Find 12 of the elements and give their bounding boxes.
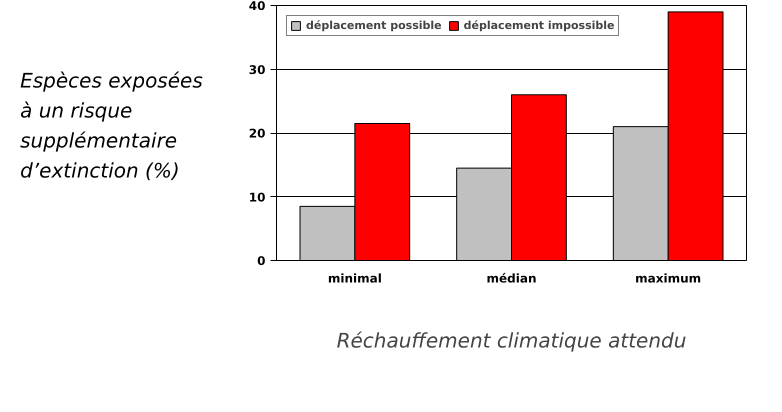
- y-tick-label: 0: [257, 254, 266, 268]
- y-tick-label: 40: [248, 0, 266, 13]
- legend-label: déplacement possible: [306, 19, 442, 32]
- x-axis-title: Réchauffement climatique attendu: [336, 328, 686, 352]
- x-tick-label: maximum: [635, 272, 702, 286]
- y-axis-title: Espèces exposées à un risque supplémentaire d’extinction (%): [20, 68, 203, 182]
- y-tick-label: 30: [248, 62, 266, 77]
- legend-label: déplacement impossible: [464, 19, 614, 32]
- x-tick-label: médian: [486, 272, 537, 286]
- x-tick-label: minimal: [328, 272, 382, 286]
- y-tick-label: 10: [248, 190, 266, 204]
- y-tick-label: 20: [248, 126, 266, 140]
